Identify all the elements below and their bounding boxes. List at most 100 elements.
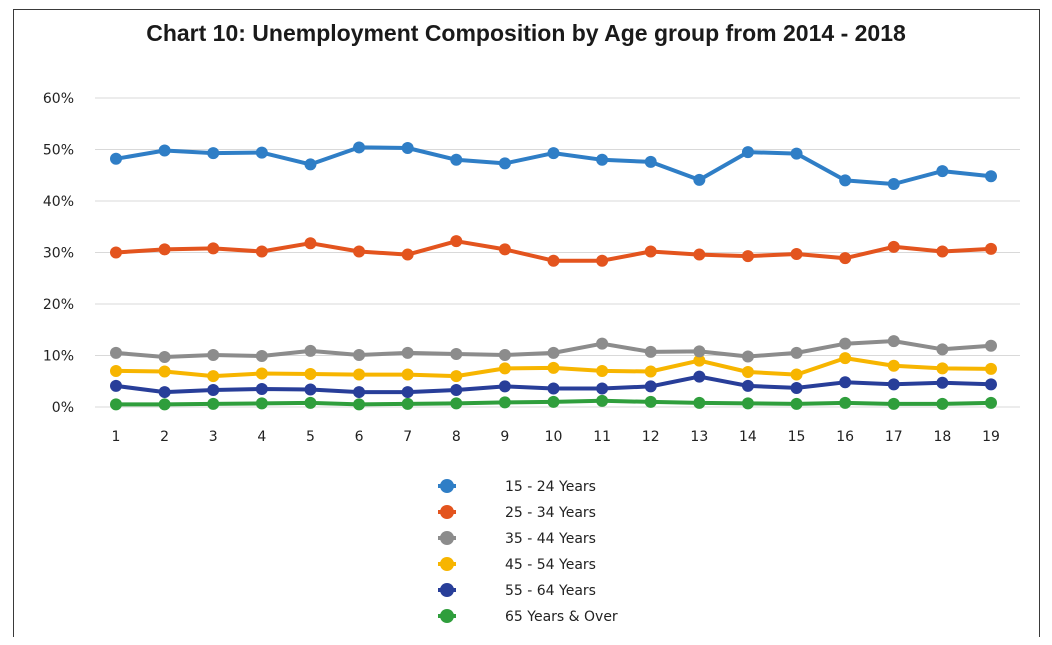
data-point	[110, 379, 122, 392]
data-point	[255, 146, 268, 159]
data-point	[158, 351, 171, 364]
data-point	[353, 141, 366, 154]
y-tick-label: 20%	[43, 297, 74, 313]
data-point	[450, 397, 463, 410]
data-point	[644, 380, 657, 393]
data-point	[255, 367, 268, 380]
data-point	[158, 243, 171, 256]
data-point	[741, 250, 754, 263]
data-point	[693, 248, 706, 261]
data-point	[450, 153, 463, 166]
y-tick-label: 0%	[52, 400, 74, 416]
data-point	[887, 359, 900, 372]
data-point	[985, 396, 997, 409]
data-point	[936, 376, 949, 389]
data-point	[887, 378, 900, 391]
data-point	[401, 346, 414, 359]
data-point	[839, 337, 852, 350]
data-point	[839, 174, 852, 187]
x-tick-label: 10	[545, 429, 563, 445]
data-point	[644, 365, 657, 378]
data-point	[936, 245, 949, 258]
legend: 15 - 24 Years 25 - 34 Years 35 - 44 Years 4…	[438, 479, 618, 625]
data-point	[985, 362, 997, 375]
data-point	[547, 346, 560, 359]
x-tick-label: 14	[739, 429, 757, 445]
data-point	[887, 397, 900, 410]
data-point	[158, 365, 171, 378]
y-tick-label: 30%	[43, 246, 74, 262]
series-group	[110, 141, 997, 411]
data-point	[207, 370, 220, 383]
data-point	[887, 335, 900, 348]
data-point	[936, 397, 949, 410]
data-point	[498, 348, 511, 361]
data-point	[985, 378, 997, 391]
legend-label: 45 - 54 Years	[505, 557, 596, 573]
data-point	[498, 243, 511, 256]
data-point	[450, 235, 463, 248]
data-point	[790, 248, 803, 261]
data-point	[207, 242, 220, 255]
data-point	[255, 350, 268, 363]
legend-marker	[440, 557, 454, 571]
data-point	[547, 382, 560, 395]
data-point	[158, 144, 171, 157]
data-point	[693, 354, 706, 367]
data-point	[450, 370, 463, 383]
data-point	[498, 157, 511, 170]
data-point	[887, 240, 900, 253]
x-tick-label: 13	[690, 429, 708, 445]
data-point	[110, 152, 122, 165]
x-tick-label: 3	[209, 429, 218, 445]
y-tick-label: 40%	[43, 194, 74, 210]
data-point	[790, 346, 803, 359]
legend-label: 15 - 24 Years	[505, 479, 596, 495]
data-point	[498, 362, 511, 375]
data-point	[401, 368, 414, 381]
data-point	[596, 337, 609, 350]
data-point	[304, 383, 317, 396]
x-tick-label: 17	[885, 429, 903, 445]
data-point	[741, 379, 754, 392]
data-point	[741, 365, 754, 378]
data-point	[304, 368, 317, 381]
data-point	[596, 254, 609, 267]
data-point	[158, 386, 171, 399]
data-point	[790, 381, 803, 394]
x-tick-label: 8	[452, 429, 461, 445]
data-point	[887, 178, 900, 191]
x-tick-label: 11	[593, 429, 611, 445]
x-tick-label: 2	[160, 429, 169, 445]
x-tick-label: 7	[403, 429, 412, 445]
data-point	[207, 147, 220, 160]
data-point	[207, 397, 220, 410]
data-point	[110, 246, 122, 259]
x-tick-label: 5	[306, 429, 315, 445]
data-point	[401, 397, 414, 410]
data-point	[790, 368, 803, 381]
data-point	[110, 364, 122, 377]
legend-label: 55 - 64 Years	[505, 583, 596, 599]
legend-label: 65 Years & Over	[505, 609, 618, 625]
data-point	[596, 382, 609, 395]
legend-label: 25 - 34 Years	[505, 505, 596, 521]
data-point	[304, 237, 317, 250]
data-point	[741, 350, 754, 363]
data-point	[353, 368, 366, 381]
x-tick-label: 6	[355, 429, 364, 445]
data-point	[304, 396, 317, 409]
gridlines	[95, 97, 1020, 408]
legend-marker	[440, 479, 454, 493]
legend-marker	[440, 531, 454, 545]
data-point	[110, 346, 122, 359]
data-point	[353, 245, 366, 258]
data-point	[596, 364, 609, 377]
data-point	[401, 141, 414, 154]
data-point	[839, 376, 852, 389]
x-tick-label: 15	[788, 429, 806, 445]
data-point	[596, 153, 609, 166]
x-tick-label: 18	[933, 429, 951, 445]
data-point	[353, 348, 366, 361]
